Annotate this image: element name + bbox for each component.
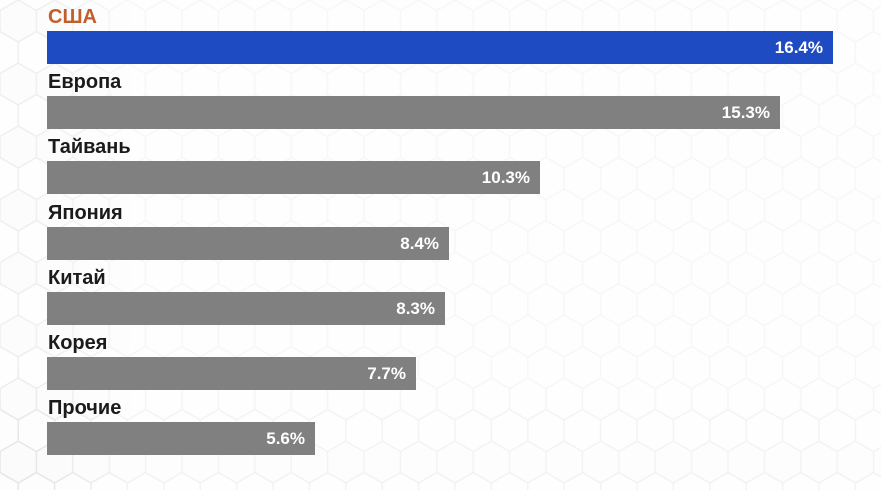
bar: 8.4% bbox=[47, 226, 449, 260]
bar: 7.7% bbox=[47, 357, 416, 390]
value-label: 10.3% bbox=[481, 168, 530, 188]
chart-row: Япония 8.4% bbox=[0, 200, 881, 265]
category-label: Тайвань bbox=[48, 136, 131, 159]
bar: 16.4% bbox=[47, 31, 833, 64]
chart-row: США 16.4% bbox=[0, 4, 881, 69]
value-label: 5.6% bbox=[266, 429, 305, 449]
category-label: Китай bbox=[48, 266, 106, 289]
chart-row: Китай 8.3% bbox=[0, 265, 881, 330]
chart-row: Прочие 5.6% bbox=[0, 395, 881, 460]
value-label: 8.4% bbox=[400, 233, 439, 253]
bar: 5.6% bbox=[47, 422, 315, 456]
value-label: 16.4% bbox=[774, 38, 823, 57]
chart-row: Тайвань 10.3% bbox=[0, 134, 881, 199]
category-label: Прочие bbox=[48, 397, 122, 420]
bar: 15.3% bbox=[47, 96, 780, 130]
bar: 8.3% bbox=[47, 291, 445, 325]
category-label: Япония bbox=[48, 201, 123, 224]
category-label: США bbox=[48, 6, 97, 28]
category-label: Европа bbox=[48, 71, 122, 94]
value-label: 7.7% bbox=[367, 364, 406, 383]
bar: 10.3% bbox=[47, 161, 540, 195]
chart-row: Корея 7.7% bbox=[0, 330, 881, 395]
chart-row: Европа 15.3% bbox=[0, 69, 881, 134]
value-label: 8.3% bbox=[396, 298, 435, 318]
value-label: 15.3% bbox=[721, 103, 770, 123]
category-label: Корея bbox=[48, 332, 108, 354]
